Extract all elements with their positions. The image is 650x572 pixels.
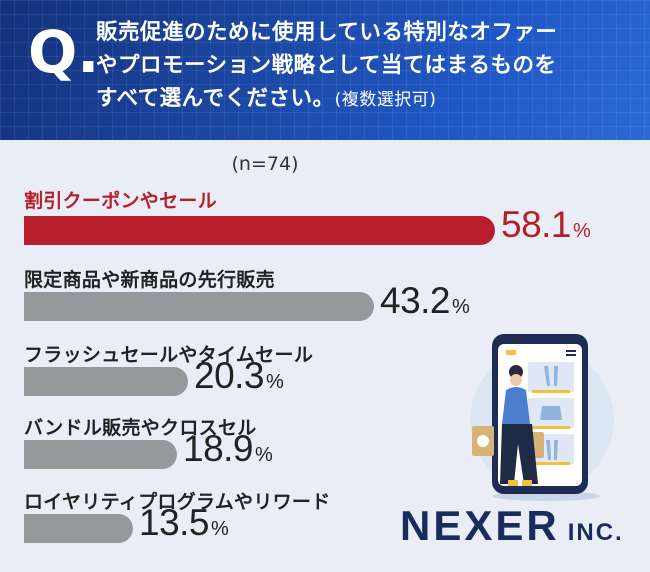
bar-unit: % xyxy=(211,518,229,540)
question-text: 販売促進のために使用している特別なオファー やプロモーション戦略として当てはまる… xyxy=(96,16,636,117)
question-line-3: すべて選んでください。(複数選択可) xyxy=(96,82,636,117)
company-logo: NEXER INC. xyxy=(400,502,624,550)
question-note: (複数選択可) xyxy=(334,90,437,110)
sample-size: (n=74) xyxy=(231,153,299,175)
bar-value-label: 13.5% xyxy=(139,502,229,544)
bar xyxy=(24,514,133,543)
bar xyxy=(24,292,374,321)
bar-value: 43.2 xyxy=(380,280,451,321)
bar-label: フラッシュセールやタイムセール xyxy=(24,344,314,366)
bar xyxy=(24,216,495,245)
bar-value-label: 18.9% xyxy=(183,428,273,470)
bar-value: 18.9 xyxy=(183,428,254,469)
bar-label: ロイヤリティプログラムやリワード xyxy=(24,491,331,513)
logo-suffix: INC. xyxy=(567,519,624,546)
question-line-2: やプロモーション戦略として当てはまるものを xyxy=(96,53,557,78)
question-line-1: 販売促進のために使用している特別なオファー xyxy=(96,20,558,45)
bar xyxy=(24,367,188,396)
bar-unit: % xyxy=(573,220,591,242)
bar-value: 13.5 xyxy=(139,502,210,543)
bar-label: 割引クーポンやセール xyxy=(24,190,218,212)
bar-label: バンドル販売やクロスセル xyxy=(24,417,257,439)
bar-unit: % xyxy=(452,296,470,318)
bar-unit: % xyxy=(255,444,273,466)
logo-name: NEXER xyxy=(400,502,560,549)
question-mark: Q. xyxy=(28,18,100,86)
bar-value: 58.1 xyxy=(501,204,572,245)
bar xyxy=(24,440,177,469)
question-header: Q. 販売促進のために使用している特別なオファー やプロモーション戦略として当て… xyxy=(0,0,650,140)
bar-label: 限定商品や新商品の先行販売 xyxy=(24,269,275,291)
bar-unit: % xyxy=(266,371,284,393)
bar-value: 20.3 xyxy=(194,355,265,396)
question-line-3-text: すべて選んでください。 xyxy=(96,86,335,111)
bar-value-label: 43.2% xyxy=(380,280,470,322)
header-grid-pattern xyxy=(0,0,650,140)
bar-value-label: 20.3% xyxy=(194,355,284,397)
bar-value-label: 58.1% xyxy=(501,204,591,246)
shopping-phone-illustration xyxy=(470,334,614,501)
